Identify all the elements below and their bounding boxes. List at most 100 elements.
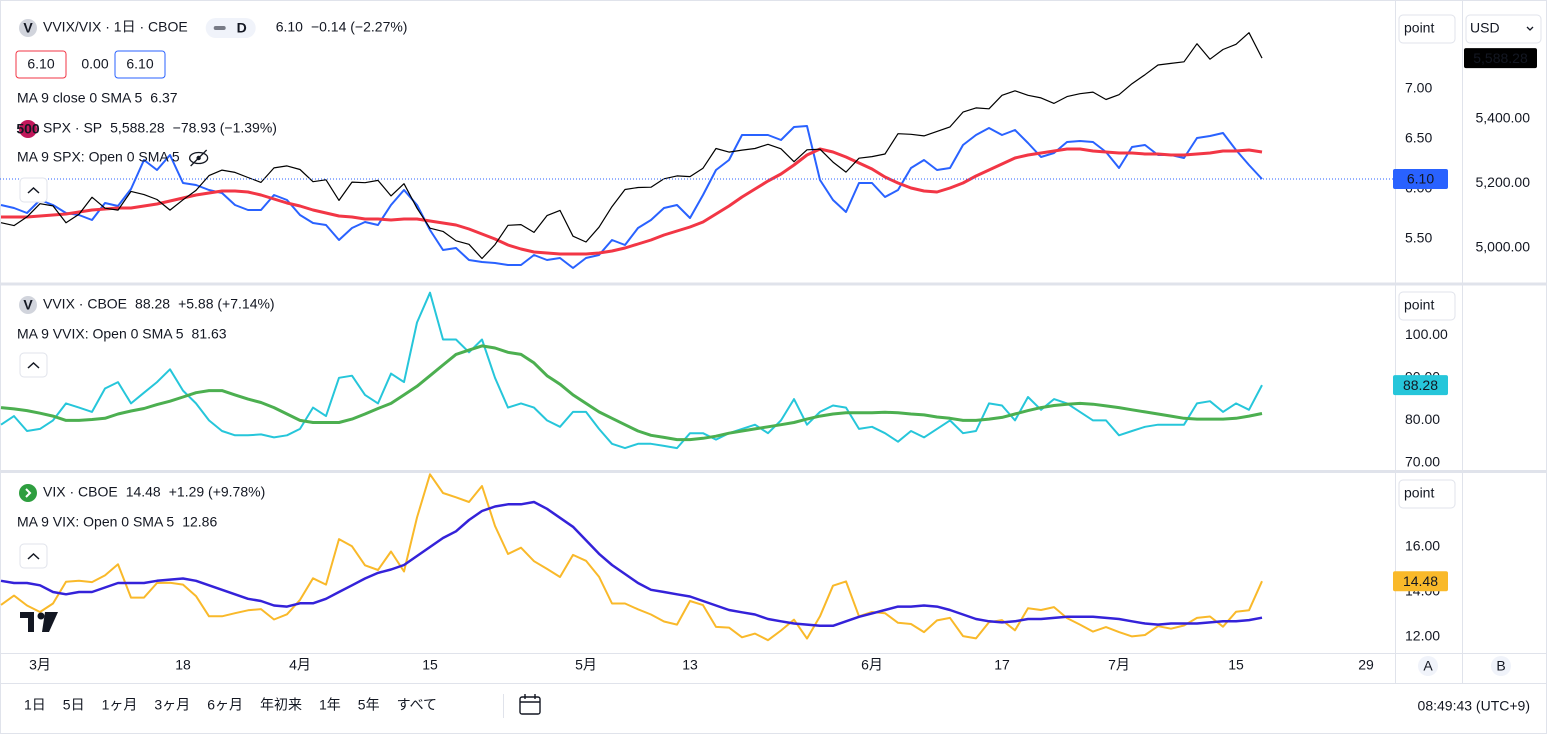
range-button[interactable]: 1ヶ月 xyxy=(102,697,138,713)
series-line xyxy=(0,473,1263,642)
series-line xyxy=(0,125,1263,269)
tv-logo xyxy=(20,612,58,632)
change-value: +5.88 (+7.14%) xyxy=(178,296,275,312)
y-tick-label: 12.00 xyxy=(1405,628,1440,644)
axis-button[interactable] xyxy=(1418,656,1438,676)
price-badge xyxy=(1393,169,1448,189)
x-tick-label: 7月 xyxy=(1108,657,1130,673)
price-label: 14.48 xyxy=(1403,573,1438,589)
price-label: 6.10 xyxy=(1407,171,1434,187)
symbol-title: VVIX · CBOE xyxy=(43,296,127,312)
y-tick-label: 80.00 xyxy=(1405,411,1440,427)
price-badge xyxy=(1464,48,1537,69)
scale-button-label[interactable]: point xyxy=(1404,485,1434,501)
x-tick-label: 15 xyxy=(422,657,438,673)
scale-button[interactable] xyxy=(1398,479,1456,509)
price-badge xyxy=(1393,571,1448,592)
value-box xyxy=(15,50,67,79)
hidden-indicator: MA 9 SPX: Open 0 SMA 5 xyxy=(17,149,180,165)
collapse-button[interactable] xyxy=(19,177,48,203)
symbol-title: VIX · CBOE xyxy=(43,484,118,500)
y-tick-label: 6.50 xyxy=(1405,130,1432,146)
symbol-icon xyxy=(19,296,37,314)
currency-label[interactable]: USD xyxy=(1470,20,1500,36)
x-tick-label: 29 xyxy=(1358,657,1374,673)
value-box-label: 0.00 xyxy=(81,56,108,72)
x-tick-label: 15 xyxy=(1228,657,1244,673)
range-button[interactable]: 1日 xyxy=(24,697,46,713)
series-line xyxy=(0,344,1263,442)
symbol-icon-text: V xyxy=(23,20,33,36)
x-tick-label: 5月 xyxy=(575,657,597,673)
price-label: 5,588.28 xyxy=(1473,50,1528,66)
plot-layer xyxy=(0,32,1395,642)
overlay-name: SPX · SP xyxy=(43,120,102,136)
value-box-label: 6.10 xyxy=(126,56,153,72)
y-tick-label: 70.00 xyxy=(1405,454,1440,470)
last-value: 6.10 xyxy=(276,19,303,35)
y2-tick-label: 5,000.00 xyxy=(1476,239,1531,255)
axis-button-label[interactable]: B xyxy=(1496,658,1505,674)
symbol-icon-text: V xyxy=(23,297,33,313)
interval-badge-dash xyxy=(213,26,226,30)
range-button[interactable]: 年初来 xyxy=(260,697,302,713)
symbol-icon xyxy=(19,120,37,138)
x-tick-label: 6月 xyxy=(861,657,883,673)
y2-tick-label: 5,200.00 xyxy=(1476,174,1531,190)
symbol-icon xyxy=(19,484,37,502)
series-line xyxy=(1,147,1263,256)
axis-button-label[interactable]: A xyxy=(1423,658,1433,674)
y-tick-label: 100.00 xyxy=(1405,326,1448,342)
scale-button[interactable] xyxy=(1398,14,1456,44)
series-line xyxy=(0,32,1263,260)
symbol-icon-text: 500 xyxy=(16,121,40,137)
dropdown-arrow[interactable] xyxy=(1526,26,1534,31)
collapse-button[interactable] xyxy=(19,543,48,569)
price-badge xyxy=(1393,375,1448,396)
range-button[interactable]: 3ヶ月 xyxy=(154,697,190,713)
symbol-title: VVIX/VIX · 1日 · CBOE xyxy=(43,19,188,35)
y-tick-label: 7.00 xyxy=(1405,80,1432,96)
indicator-value: 12.86 xyxy=(182,514,217,530)
series-line xyxy=(0,500,1263,628)
overlay-value: 5,588.28 xyxy=(110,120,165,136)
overlay-change: −78.93 (−1.39%) xyxy=(173,120,277,136)
currency-button[interactable] xyxy=(1465,14,1542,44)
indicator-value: 81.63 xyxy=(192,326,227,342)
calendar-icon[interactable] xyxy=(503,694,541,718)
range-button[interactable]: 5日 xyxy=(63,697,85,713)
strike[interactable] xyxy=(190,149,208,167)
series-line xyxy=(0,291,1263,450)
x-tick-label: 3月 xyxy=(29,657,51,673)
clock: 08:49:43 (UTC+9) xyxy=(1418,698,1530,714)
change-value: −0.14 (−2.27%) xyxy=(311,19,408,35)
y2-tick-label: 5,400.00 xyxy=(1476,110,1531,126)
indicator-name: MA 9 VIX: Open 0 SMA 5 xyxy=(17,514,174,530)
indicator-name: MA 9 close 0 SMA 5 xyxy=(17,90,142,106)
y-tick-label: 5.50 xyxy=(1405,230,1432,246)
x-tick-label: 17 xyxy=(994,657,1010,673)
last-value: 14.48 xyxy=(126,484,161,500)
collapse-button[interactable] xyxy=(19,352,48,378)
change-value: +1.29 (+9.78%) xyxy=(169,484,266,500)
range-button[interactable]: 5年 xyxy=(358,697,380,713)
axis-button[interactable] xyxy=(1491,656,1511,676)
interval-badge xyxy=(205,18,256,38)
scale-button[interactable] xyxy=(1398,291,1456,321)
range-button[interactable]: 1年 xyxy=(319,697,341,713)
indicator-value: 6.37 xyxy=(150,90,177,106)
y-tick-label: 16.00 xyxy=(1405,538,1440,554)
last-value: 88.28 xyxy=(135,296,170,312)
scale-button-label[interactable]: point xyxy=(1404,20,1434,36)
ui-layer: 3月184月155月136月177月15295.506.006.507.005,… xyxy=(15,14,1542,714)
x-tick-label: 18 xyxy=(175,657,191,673)
eye[interactable] xyxy=(188,151,209,165)
scale-button-label[interactable]: point xyxy=(1404,297,1434,313)
range-button[interactable]: 6ヶ月 xyxy=(207,697,243,713)
symbol-icon xyxy=(19,19,37,37)
range-button[interactable]: すべて xyxy=(397,697,437,713)
interval-label: D xyxy=(237,20,247,36)
eye-off-icon[interactable] xyxy=(188,149,209,167)
